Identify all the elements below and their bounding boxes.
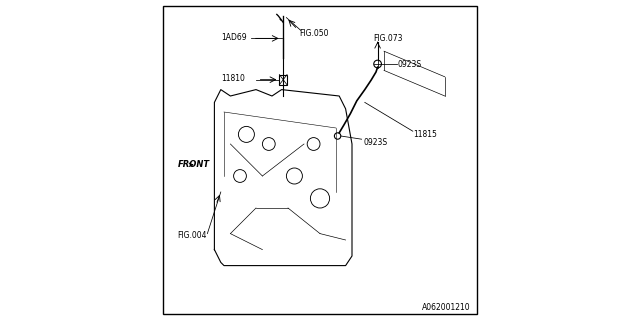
Text: 0923S: 0923S <box>397 60 422 68</box>
Bar <box>280 75 287 85</box>
Text: FIG.050: FIG.050 <box>300 29 329 38</box>
Text: 11810: 11810 <box>221 74 244 83</box>
Text: A062001210: A062001210 <box>422 303 471 312</box>
Text: 11815: 11815 <box>413 130 437 139</box>
Text: 1AD69: 1AD69 <box>221 33 246 42</box>
Text: FIG.004: FIG.004 <box>178 231 207 240</box>
Text: FIG.073: FIG.073 <box>372 34 403 43</box>
Text: 0923S: 0923S <box>364 138 387 147</box>
Text: FRONT: FRONT <box>177 160 210 169</box>
